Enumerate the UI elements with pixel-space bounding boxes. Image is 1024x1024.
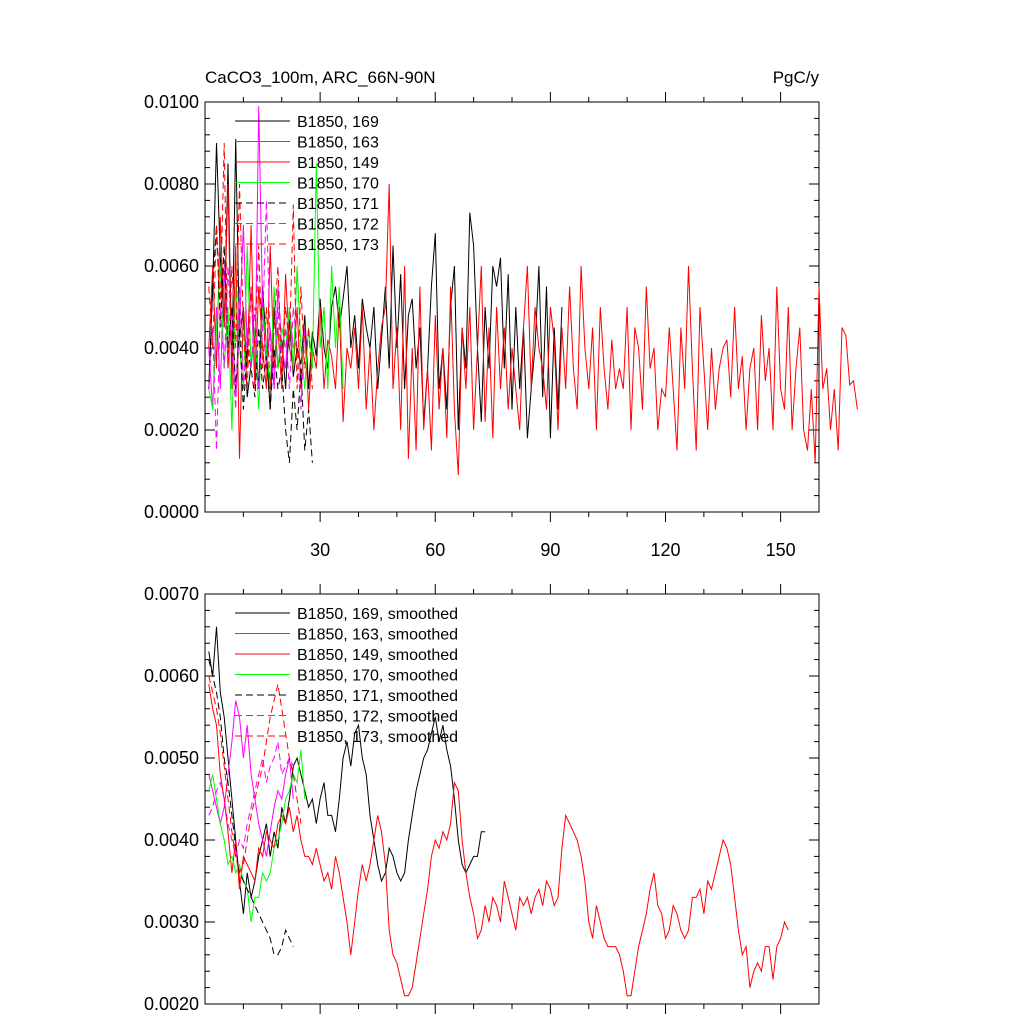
series-line-3 — [208, 749, 306, 923]
x-tick-label: 60 — [425, 540, 445, 560]
legend-label: B1850, 149 — [297, 155, 379, 172]
y-tick-label: 0.0040 — [144, 830, 199, 850]
top-axis-ticks: 0.0000 0.0020 0.0040 0.0060 0.0080 0.0100 30 60… — [144, 92, 819, 560]
y-tick-label: 0.0080 — [144, 174, 199, 194]
series-line-1 — [208, 700, 294, 857]
legend-label: B1850, 172, smoothed — [297, 709, 458, 726]
y-tick-label: 0.0050 — [144, 748, 199, 768]
legend-label: B1850, 171 — [297, 196, 379, 213]
legend-label: B1850, 170 — [297, 176, 379, 193]
bottom-axis-ticks: 0.0020 0.0030 0.0040 0.0050 0.0060 0.0070 — [144, 584, 819, 1014]
y-tick-label: 0.0030 — [144, 912, 199, 932]
series-line-3 — [208, 163, 344, 431]
bottom-legend: B1850, 169, smoothed B1850, 163, smoothed… — [235, 606, 458, 746]
x-tick-label: 120 — [650, 540, 680, 560]
top-panel: CaCO3_100m, ARC_66N-90N PgC/y 0.00000.00… — [144, 68, 858, 560]
series-line-2 — [208, 183, 858, 476]
top-series-lines — [208, 106, 858, 476]
y-tick-label: 0.0020 — [144, 420, 199, 440]
y-tick-label: 0.0040 — [144, 338, 199, 358]
y-tick-label: 0.0020 — [144, 994, 199, 1014]
series-line-5 — [208, 200, 306, 451]
legend-label: B1850, 163, smoothed — [297, 627, 458, 644]
y-tick-label: 0.0060 — [144, 666, 199, 686]
y-tick-label: 0.0100 — [144, 92, 199, 112]
legend-label: B1850, 172 — [297, 217, 379, 234]
series-line-2 — [208, 684, 789, 997]
series-line-5 — [208, 741, 294, 857]
top-panel-title: CaCO3_100m, ARC_66N-90N — [205, 68, 436, 87]
legend-label: B1850, 169, smoothed — [297, 606, 458, 623]
y-tick-label: 0.0070 — [144, 584, 199, 604]
legend-label: B1850, 169 — [297, 114, 379, 131]
legend-label: B1850, 171, smoothed — [297, 688, 458, 705]
y-tick-label: 0.0060 — [144, 256, 199, 276]
legend-label: B1850, 173 — [297, 237, 379, 254]
bottom-panel: 0.0020 0.0030 0.0040 0.0050 0.0060 0.0070 B18… — [144, 584, 820, 1014]
legend-label: B1850, 173, smoothed — [297, 729, 458, 746]
legend-label: B1850, 149, smoothed — [297, 647, 458, 664]
top-panel-units: PgC/y — [773, 68, 820, 87]
x-tick-label: 90 — [540, 540, 560, 560]
legend-label: B1850, 163 — [297, 135, 379, 152]
series-line-6 — [208, 675, 302, 875]
bottom-series-lines — [208, 626, 789, 997]
y-tick-label: 0.0000 — [144, 502, 199, 522]
series-line-6 — [208, 142, 313, 390]
top-legend: B1850, 169 B1850, 163 B1850, 149 B1850, 170… — [235, 114, 379, 254]
x-tick-label: 30 — [310, 540, 330, 560]
series-line-4 — [208, 659, 294, 956]
legend-label: B1850, 170, smoothed — [297, 668, 458, 685]
x-tick-label: 150 — [766, 540, 796, 560]
